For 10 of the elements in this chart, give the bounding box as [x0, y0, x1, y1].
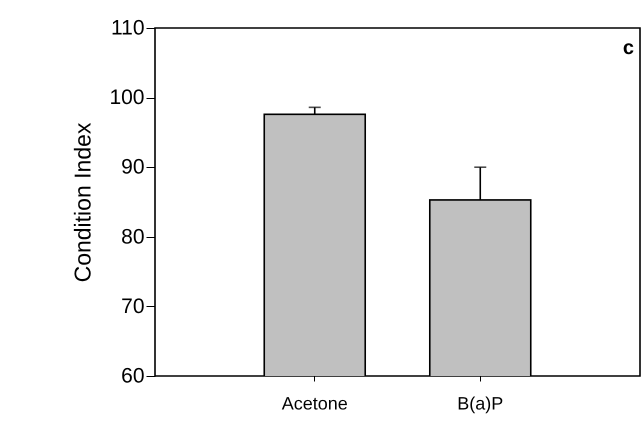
- y-tick-label: 70: [121, 294, 144, 318]
- y-tick-label: 100: [109, 86, 144, 110]
- y-axis-title: Condition Index: [69, 122, 96, 282]
- y-tick-label: 90: [121, 156, 144, 179]
- y-tick-label: 60: [121, 364, 144, 388]
- x-tick-label: Acetone: [282, 394, 348, 414]
- y-tick-label: 110: [111, 16, 144, 40]
- x-tick-label: B(a)P: [457, 394, 504, 414]
- annotation: c: [622, 37, 634, 59]
- y-tick-label: 80: [121, 225, 144, 248]
